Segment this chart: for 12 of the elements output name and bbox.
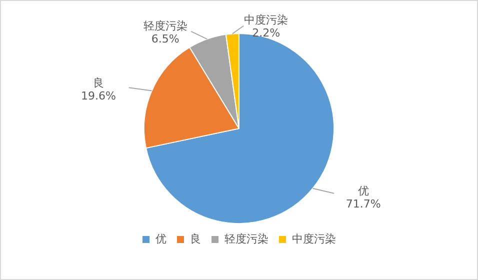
legend-label: 轻度污染 — [224, 232, 268, 246]
slice-label: 中度污染 — [244, 14, 288, 27]
legend-label: 良 — [190, 232, 201, 246]
legend-label: 中度污染 — [292, 232, 336, 246]
legend-label: 优 — [156, 232, 166, 246]
data-label: 19.6% — [80, 90, 116, 103]
data-label: 71.7% — [346, 198, 381, 211]
slice-label: 良 — [92, 76, 104, 90]
data-label: 2.2% — [252, 26, 280, 40]
data-label: 6.5% — [151, 32, 180, 46]
slice-label: 优 — [358, 184, 369, 198]
slice-label: 轻度污染 — [143, 19, 188, 32]
